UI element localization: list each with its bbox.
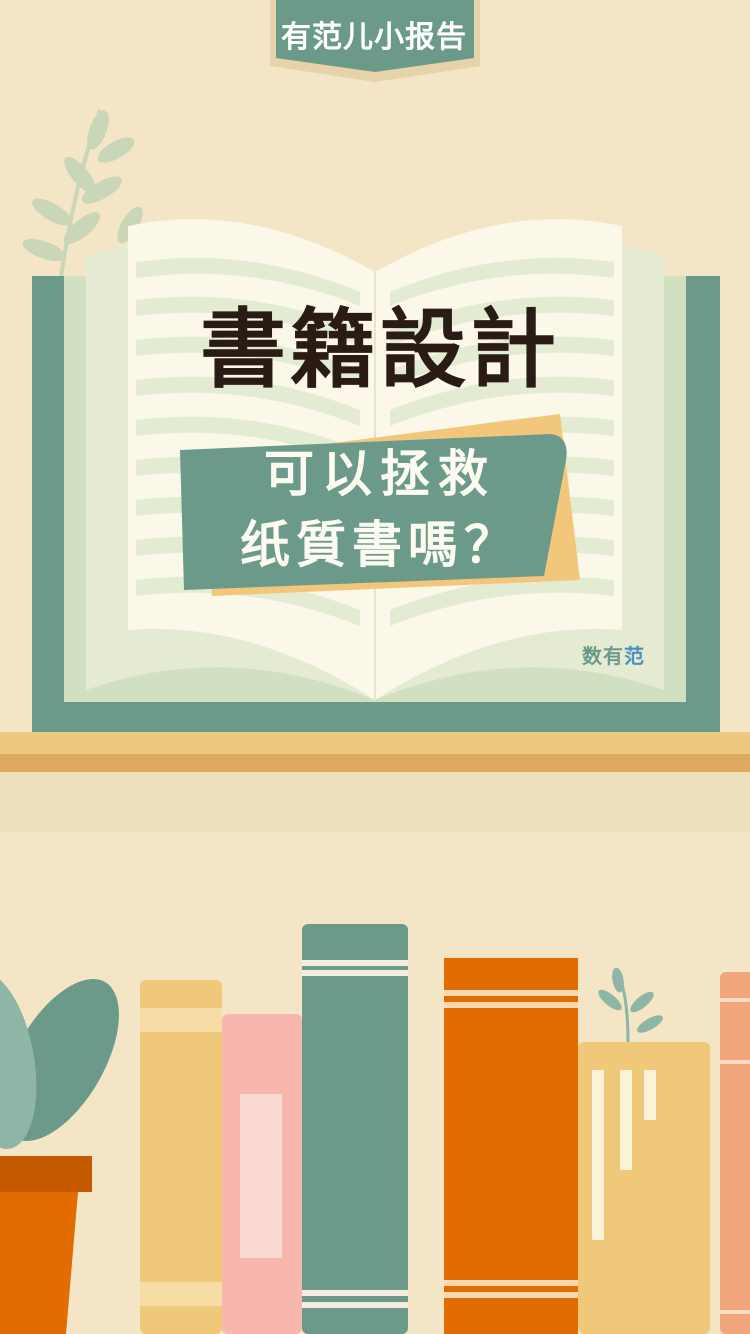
brand-watermark: 数有范 [582,640,645,669]
yellow-box [578,1042,710,1334]
orange-book [444,958,578,1334]
leafy-branch-icon [22,109,143,301]
small-sprout-icon [598,967,663,1043]
header-badge-label: 有范儿小报告 [281,20,467,55]
shelf-top [0,732,750,754]
teal-book [302,924,408,1334]
header-badge [270,0,480,82]
brand-part-3: 范 [624,644,645,668]
subtitle-plaque [180,434,567,590]
potted-plant-icon [0,971,119,1334]
brand-part-2: 有 [603,644,624,668]
cover-subtitle-line1: 可以拯救 [264,445,496,503]
cover-title: 書籍設計 [200,299,560,400]
yellow-book [140,980,222,1334]
cover-subtitle-line2: 纸質書嗎？ [240,516,520,574]
peach-book [720,972,750,1334]
brand-part-1: 数 [582,644,603,668]
shelf-front [0,754,750,772]
